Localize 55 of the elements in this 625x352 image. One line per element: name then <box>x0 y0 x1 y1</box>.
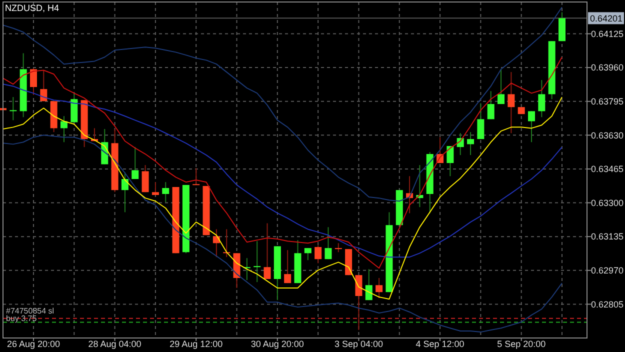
candlestick <box>254 240 261 283</box>
y-tick-label: 0.63300 <box>591 198 624 208</box>
y-tick-label: 0.62970 <box>591 266 624 276</box>
line-series <box>2 134 562 333</box>
candlestick <box>365 268 372 301</box>
candlestick <box>477 102 484 140</box>
ref-line-label: #74750854 sl <box>6 306 54 316</box>
ref-line-label: buy 3.75 <box>6 314 38 324</box>
candlestick <box>324 226 332 260</box>
candlestick <box>152 182 159 196</box>
candlestick <box>498 68 505 105</box>
candlestick <box>355 274 362 331</box>
x-tick-label: 5 Sep 20:00 <box>497 339 546 349</box>
line-series <box>2 96 562 300</box>
y-tick-label: 0.63135 <box>591 232 624 242</box>
candlestick <box>467 132 474 156</box>
line-series <box>2 56 562 269</box>
line-series <box>2 6 562 202</box>
y-tick-label: 0.62805 <box>591 299 624 310</box>
x-tick-label: 4 Sep 12:00 <box>416 339 464 349</box>
candlestick <box>30 68 37 96</box>
candlestick <box>264 222 271 280</box>
candlestick <box>334 242 342 253</box>
candlestick <box>314 244 322 264</box>
candlestick <box>538 80 546 118</box>
x-tick-label: 28 Aug 04:00 <box>88 339 142 349</box>
candlestick <box>162 182 170 203</box>
candlestick <box>70 94 78 123</box>
candlestick <box>558 12 566 42</box>
candlestick <box>376 277 383 299</box>
candlestick <box>10 96 17 121</box>
line-series <box>2 84 562 258</box>
chart-title: NZDUSD, H4 <box>5 3 60 13</box>
x-tick-label: 26 Aug 20:00 <box>6 339 60 349</box>
candlestick <box>60 116 68 143</box>
candlestick <box>121 172 128 213</box>
x-tick-label: 30 Aug 20:00 <box>250 339 304 349</box>
candlestick <box>132 146 139 180</box>
candlestick <box>142 164 149 193</box>
y-tick-label: 0.64125 <box>591 28 624 39</box>
candlestick <box>487 90 494 120</box>
y-tick-label: 0.63630 <box>591 130 624 140</box>
candlestick <box>284 250 292 284</box>
candlestick <box>528 110 536 143</box>
candlestick <box>304 248 312 261</box>
x-tick-label: 29 Aug 12:00 <box>170 339 223 349</box>
candlestick <box>446 146 454 177</box>
y-tick-label: 0.63465 <box>591 164 624 174</box>
ref-line-label: 0.64201 <box>590 13 623 24</box>
x-tick-label: 3 Sep 04:00 <box>334 339 383 349</box>
candlestick <box>192 168 200 186</box>
candlestick <box>40 70 48 102</box>
y-tick-label: 0.63960 <box>591 62 624 73</box>
candlestick <box>508 72 515 134</box>
y-tick-label: 0.63795 <box>591 96 624 107</box>
